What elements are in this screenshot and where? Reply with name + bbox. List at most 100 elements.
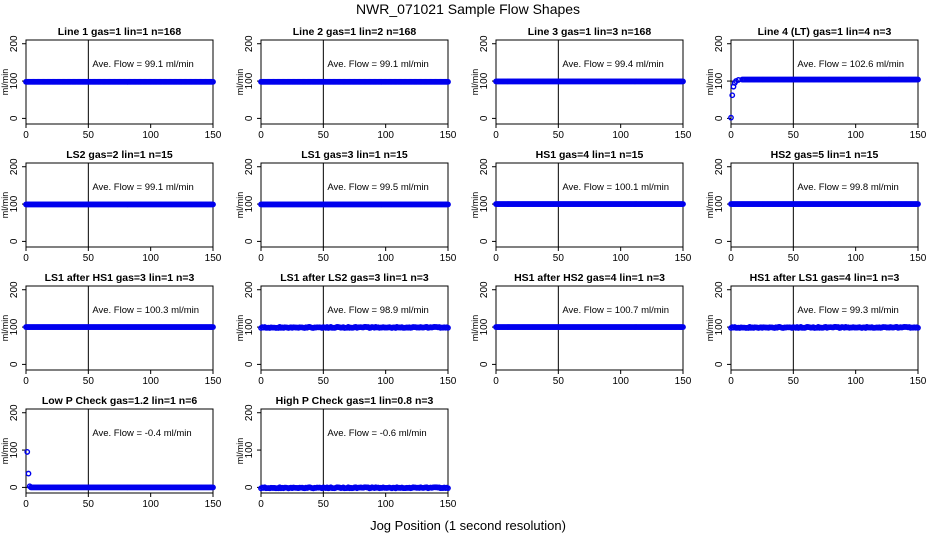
y-tick-label: 100: [479, 318, 490, 335]
data-point: [915, 76, 921, 83]
panel-annotation: Ave. Flow = 99.5 ml/min: [327, 182, 428, 193]
y-tick-label: 0: [479, 238, 490, 244]
panel-title: HS1 after LS1 gas=4 lin=1 n=3: [750, 272, 900, 284]
y-tick-label: 0: [9, 361, 20, 367]
panel-annotation: Ave. Flow = -0.6 ml/min: [327, 428, 426, 439]
x-tick-label: 100: [612, 376, 629, 387]
panel-annotation: Ave. Flow = 98.9 ml/min: [327, 305, 428, 316]
y-tick-label: 100: [9, 441, 20, 458]
y-tick-label: 100: [479, 195, 490, 212]
x-tick-label: 0: [258, 253, 264, 264]
y-tick-label: 100: [9, 195, 20, 212]
x-tick-label: 150: [205, 130, 222, 141]
x-tick-label: 50: [553, 253, 565, 264]
panel-9: LS1 after HS1 gas=3 lin=1 n=3 0 50 100 150 0 1…: [0, 272, 222, 387]
y-tick-label: 0: [714, 238, 725, 244]
y-tick-label: 0: [714, 361, 725, 367]
y-tick-label: 100: [244, 441, 255, 458]
panel-title: LS1 after LS2 gas=3 lin=1 n=3: [280, 272, 429, 284]
x-tick-label: 100: [142, 253, 159, 264]
figure-title: NWR_071021 Sample Flow Shapes: [355, 1, 581, 17]
y-tick-label: 200: [479, 158, 490, 175]
y-tick-label: 100: [714, 72, 725, 89]
x-tick-label: 100: [142, 499, 159, 510]
data-point: [680, 201, 686, 207]
y-axis-title: ml/min: [470, 315, 480, 342]
x-tick-label: 100: [377, 130, 394, 141]
y-axis-title: ml/min: [470, 192, 480, 219]
x-tick-label: 50: [83, 130, 95, 141]
x-tick-label: 0: [258, 130, 264, 141]
y-tick-label: 100: [714, 318, 725, 335]
panel-title: Low P Check gas=1.2 lin=1 n=6: [42, 395, 197, 407]
x-tick-label: 150: [205, 499, 222, 510]
y-axis-title: ml/min: [470, 69, 480, 96]
data-point: [680, 78, 686, 85]
data-point: [915, 201, 921, 207]
y-axis-title: ml/min: [0, 192, 10, 219]
plot-frame: [25, 408, 214, 494]
x-tick-label: 150: [675, 253, 692, 264]
panel-4: Line 4 (LT) gas=1 lin=4 n=3 0 50 100 150 0 100…: [705, 26, 927, 141]
y-axis-title: ml/min: [235, 438, 245, 465]
y-tick-label: 0: [244, 361, 255, 367]
x-tick-label: 50: [553, 130, 565, 141]
y-axis-title: ml/min: [705, 315, 715, 342]
x-tick-label: 100: [847, 376, 864, 387]
x-tick-label: 50: [788, 253, 800, 264]
x-tick-label: 50: [83, 253, 95, 264]
data-point: [915, 324, 921, 331]
x-tick-label: 50: [318, 253, 330, 264]
x-tick-label: 50: [83, 376, 95, 387]
data-point: [445, 201, 451, 208]
x-tick-label: 0: [728, 130, 734, 141]
y-tick-label: 200: [244, 35, 255, 52]
data-point: [210, 484, 216, 491]
x-tick-label: 150: [910, 376, 927, 387]
panel-annotation: Ave. Flow = -0.4 ml/min: [92, 428, 191, 439]
panel-title: Line 4 (LT) gas=1 lin=4 n=3: [758, 26, 892, 38]
panel-3: Line 3 gas=1 lin=3 n=168 0 50 100 150 0 100 200…: [470, 26, 692, 141]
y-axis-title: ml/min: [705, 69, 715, 96]
data-point: [445, 485, 451, 492]
panel-10: LS1 after LS2 gas=3 lin=1 n=3 0 50 100 150 0 1…: [235, 272, 457, 387]
x-tick-label: 50: [318, 376, 330, 387]
panel-annotation: Ave. Flow = 100.7 ml/min: [562, 305, 669, 316]
y-tick-label: 200: [714, 281, 725, 298]
x-tick-label: 0: [728, 253, 734, 264]
panel-title: Line 2 gas=1 lin=2 n=168: [293, 26, 417, 38]
panel-annotation: Ave. Flow = 99.4 ml/min: [562, 59, 663, 70]
x-tick-label: 150: [440, 253, 457, 264]
panel-1: Line 1 gas=1 lin=1 n=168 0 50 100 150 0 100 200…: [0, 26, 222, 141]
panel-6: LS1 gas=3 lin=1 n=15 0 50 100 150 0 100 200 ml/m…: [235, 149, 457, 264]
panel-11: HS1 after HS2 gas=4 lin=1 n=3 0 50 100 150 0 1…: [470, 272, 692, 387]
data-point: [680, 324, 686, 330]
data-point: [210, 78, 216, 85]
x-tick-label: 100: [377, 253, 394, 264]
data-point: [25, 470, 32, 477]
panel-annotation: Ave. Flow = 102.6 ml/min: [797, 59, 904, 70]
y-tick-label: 200: [9, 158, 20, 175]
x-tick-label: 100: [142, 376, 159, 387]
y-tick-label: 0: [714, 115, 725, 121]
x-tick-label: 150: [910, 130, 927, 141]
y-tick-label: 100: [9, 318, 20, 335]
y-tick-label: 100: [9, 72, 20, 89]
data-point: [24, 449, 31, 455]
panel-title: High P Check gas=1 lin=0.8 n=3: [276, 395, 434, 407]
x-tick-label: 150: [440, 130, 457, 141]
x-axis-title: Jog Position (1 second resolution): [370, 518, 566, 533]
x-tick-label: 150: [910, 253, 927, 264]
x-tick-label: 150: [675, 376, 692, 387]
panel-annotation: Ave. Flow = 100.3 ml/min: [92, 305, 199, 316]
x-tick-label: 50: [318, 499, 330, 510]
y-tick-label: 200: [479, 35, 490, 52]
x-tick-label: 0: [493, 376, 499, 387]
x-tick-label: 100: [142, 130, 159, 141]
y-tick-label: 100: [714, 195, 725, 212]
panel-14: High P Check gas=1 lin=0.8 n=3 0 50 100 150 0…: [235, 395, 457, 510]
y-tick-label: 0: [9, 484, 20, 490]
panel-title: Line 3 gas=1 lin=3 n=168: [528, 26, 652, 38]
y-tick-label: 200: [714, 35, 725, 52]
y-axis-title: ml/min: [705, 192, 715, 219]
